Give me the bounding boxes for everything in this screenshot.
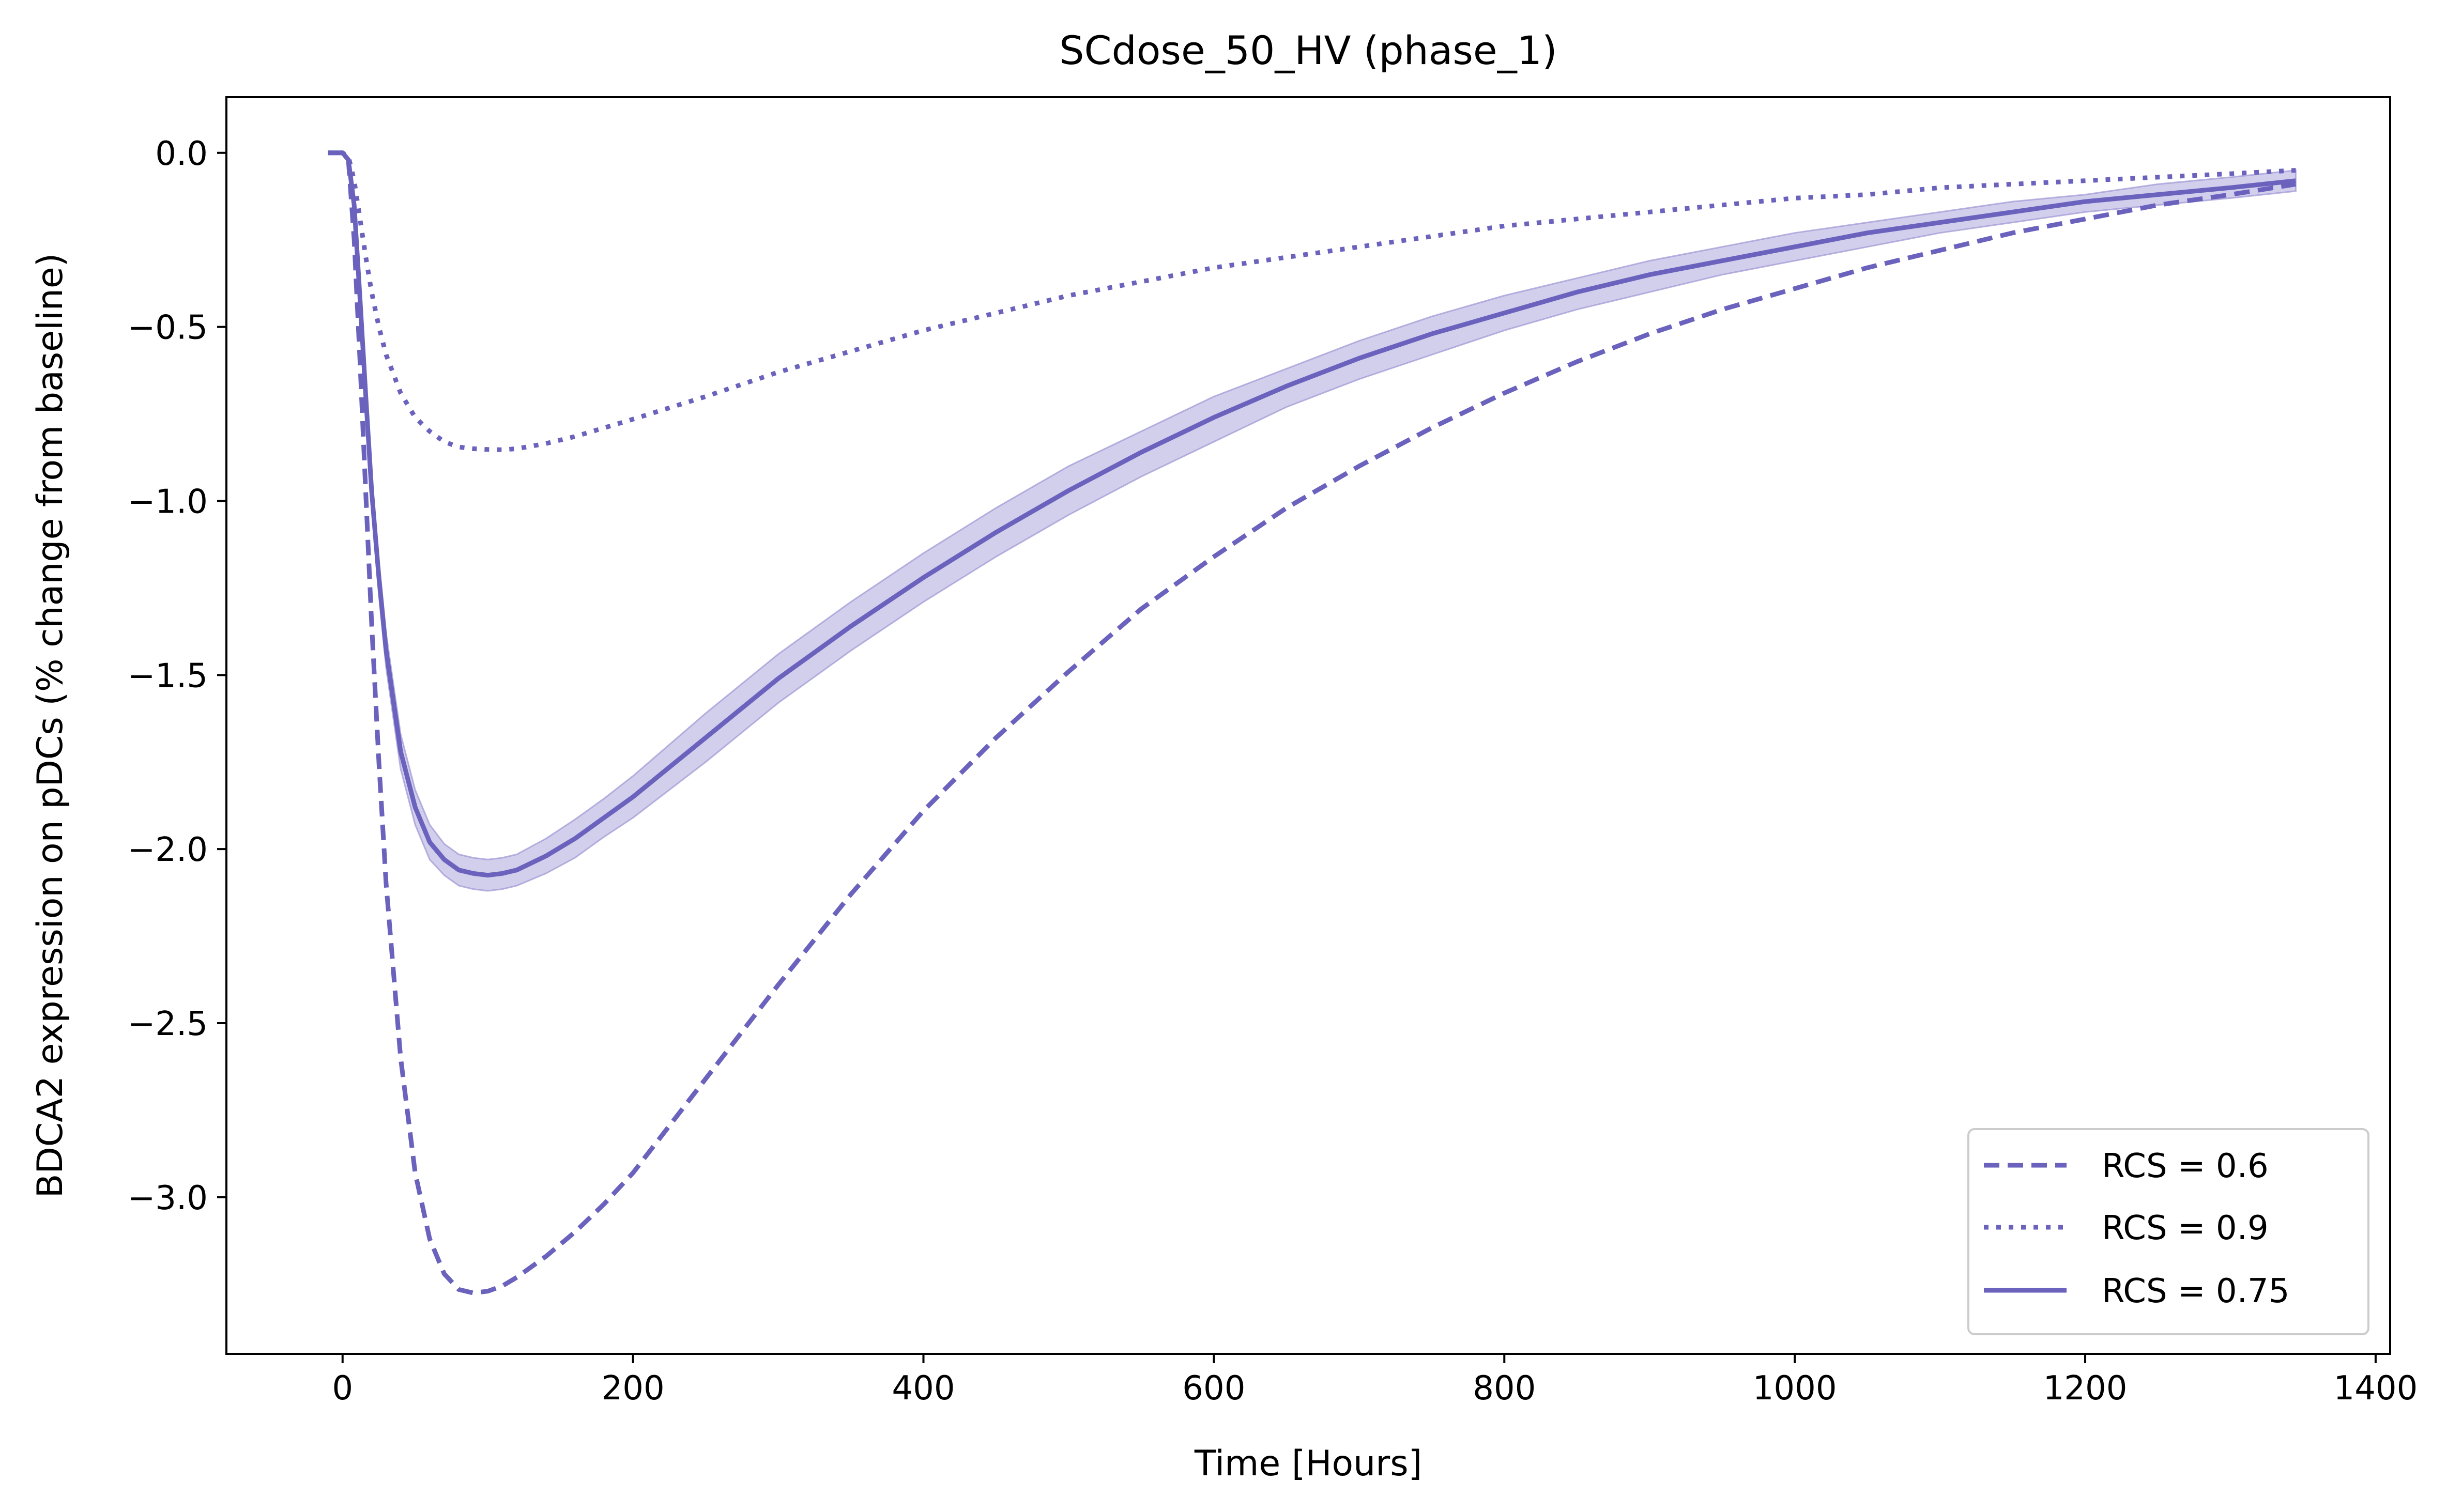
series-layer [328, 150, 2297, 1295]
legend-box [1967, 1128, 2369, 1335]
series-line-0 [328, 150, 2297, 1295]
y-tick-label: −0.5 [128, 309, 208, 347]
legend-label-rcs-0-6: RCS = 0.6 [2102, 1147, 2269, 1185]
x-axis-ticks: 0 200 400 600 800 1000 1200 1400 [332, 1354, 2418, 1408]
x-tick-label: 0 [332, 1369, 353, 1408]
y-tick-label: −2.5 [128, 1005, 208, 1043]
x-axis-label: Time [Hours] [1194, 1443, 1422, 1484]
x-tick-label: 600 [1182, 1369, 1245, 1408]
plot-area-frame [225, 96, 2391, 1355]
x-tick-label: 1200 [2043, 1369, 2128, 1408]
y-axis-ticks: 0.0 −0.5 −1.0 −1.5 −2.0 −2.5 −3.0 [128, 135, 226, 1217]
y-tick-label: −1.5 [128, 657, 208, 695]
y-tick-label: 0.0 [155, 135, 208, 173]
x-tick-label: 1400 [2333, 1369, 2418, 1408]
series-line-2 [328, 150, 2296, 878]
y-tick-label: −3.0 [128, 1179, 208, 1217]
x-tick-label: 400 [892, 1369, 955, 1408]
y-tick-label: −2.0 [128, 831, 208, 869]
x-tick-label: 1000 [1753, 1369, 1837, 1408]
legend-label-rcs-0-75: RCS = 0.75 [2102, 1272, 2289, 1310]
legend: RCS = 0.6 RCS = 0.9 RCS = 0.75 [1967, 1128, 2369, 1335]
y-axis-label: BDCA2 expression on pDCs (% change from … [30, 253, 71, 1198]
chart-title: SCdose_50_HV (phase_1) [1059, 27, 1557, 73]
x-tick-label: 800 [1473, 1369, 1536, 1408]
legend-label-rcs-0-9: RCS = 0.9 [2102, 1209, 2269, 1247]
x-tick-label: 200 [602, 1369, 665, 1408]
y-tick-label: −1.0 [128, 483, 208, 521]
